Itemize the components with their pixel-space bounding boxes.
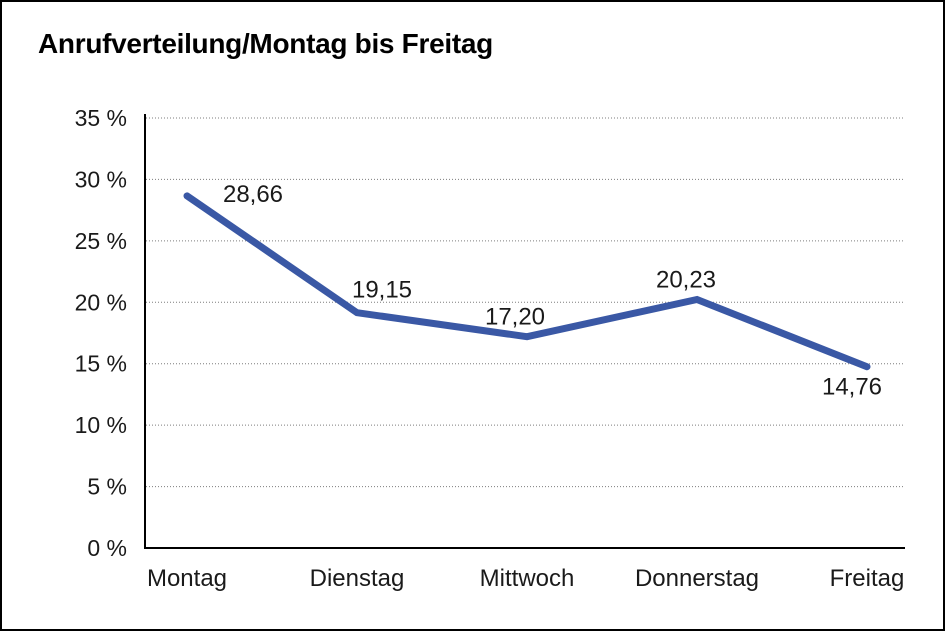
y-tick-label: 10 % xyxy=(75,412,127,438)
data-point-label: 28,66 xyxy=(223,181,283,208)
data-point-label: 20,23 xyxy=(656,267,716,294)
data-point-label: 17,20 xyxy=(485,304,545,331)
x-category-label: Dienstag xyxy=(310,565,405,592)
y-tick-label: 0 % xyxy=(87,535,127,561)
x-category-label: Mittwoch xyxy=(480,565,575,592)
y-tick-label: 25 % xyxy=(75,228,127,254)
data-point-label: 19,15 xyxy=(352,277,412,304)
y-tick-label: 15 % xyxy=(75,351,127,377)
data-point-label: 14,76 xyxy=(822,374,882,401)
data-series-line xyxy=(183,192,871,371)
x-category-label: Montag xyxy=(147,565,227,592)
y-tick-label: 20 % xyxy=(75,289,127,315)
y-tick-label: 35 % xyxy=(75,105,127,131)
chart-title: Anrufverteilung/Montag bis Freitag xyxy=(38,28,493,59)
x-category-label: Freitag xyxy=(830,565,905,592)
y-tick-label: 5 % xyxy=(87,474,127,500)
x-category-label: Donnerstag xyxy=(635,565,759,592)
y-tick-label: 30 % xyxy=(75,166,127,192)
axis-lines xyxy=(144,114,905,549)
